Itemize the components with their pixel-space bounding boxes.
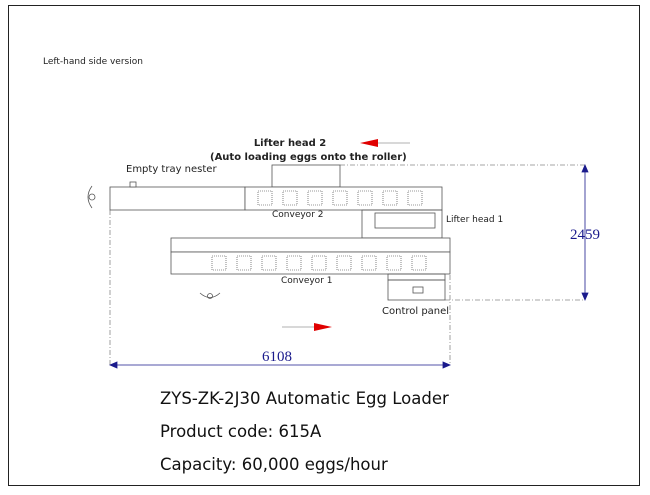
egg-tray (357, 190, 373, 206)
egg-tray (382, 190, 398, 206)
lifter-head-2 (271, 164, 341, 188)
conveyor-1-label: Conveyor 1 (281, 276, 333, 286)
conveyor-1-frame (170, 237, 451, 253)
lifter-head-2-description: (Auto loading eggs onto the roller) (210, 152, 407, 163)
egg-tray (407, 190, 423, 206)
direction-arrow-right (282, 323, 332, 331)
lifter-head-1-label: Lifter head 1 (446, 215, 504, 225)
egg-tray (361, 255, 377, 271)
egg-tray (257, 190, 273, 206)
eye-icon (199, 292, 221, 299)
depth-dimension: 2459 (570, 227, 600, 243)
conveyor-2-label: Conveyor 2 (272, 210, 324, 220)
version-note: Left-hand side version (43, 57, 143, 67)
conveyor-2 (244, 186, 443, 211)
egg-tray (261, 255, 277, 271)
lifter-head-1 (374, 212, 436, 229)
egg-tray (236, 255, 252, 271)
egg-tray (336, 255, 352, 271)
egg-tray (282, 190, 298, 206)
lifter-head-2-title: Lifter head 2 (253, 138, 327, 149)
egg-tray (411, 255, 427, 271)
direction-arrow-left (360, 139, 410, 147)
egg-tray (332, 190, 348, 206)
width-dimension: 6108 (262, 349, 292, 365)
product-capacity: Capacity: 60,000 eggs/hour (160, 455, 388, 474)
product-code: Product code: 615A (160, 422, 322, 441)
empty-tray-nester (109, 186, 246, 211)
egg-tray (386, 255, 402, 271)
egg-tray (286, 255, 302, 271)
control-panel-label: Control panel (382, 306, 450, 317)
conveyor-1 (170, 251, 451, 275)
egg-tray (311, 255, 327, 271)
egg-tray (211, 255, 227, 271)
empty-tray-nester-label: Empty tray nester (126, 164, 217, 175)
product-title: ZYS-ZK-2J30 Automatic Egg Loader (160, 389, 449, 408)
diagram-frame (8, 5, 640, 486)
eye-icon (87, 185, 96, 209)
lifter-head-2-label: Lifter head 2 (Auto loading eggs onto th… (210, 137, 407, 165)
egg-tray (307, 190, 323, 206)
